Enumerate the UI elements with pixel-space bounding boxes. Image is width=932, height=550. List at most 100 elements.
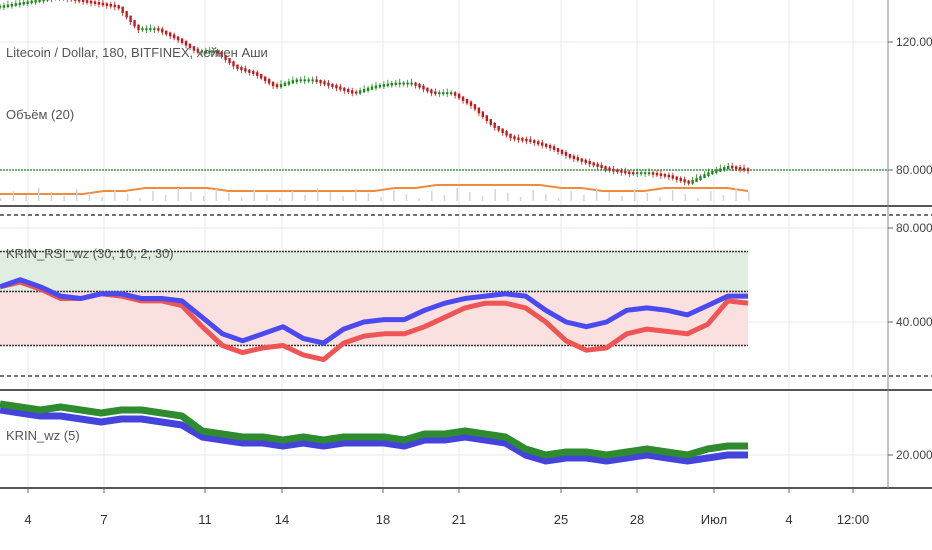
candle-body-11 [42, 0, 45, 2]
candle-body-159 [628, 171, 631, 175]
candle-body-136 [537, 141, 540, 145]
candle-body-123 [485, 115, 488, 121]
candle-body-6 [22, 1, 25, 5]
volume-bar-38 [481, 196, 484, 201]
candle-body-164 [647, 172, 651, 175]
volume-bar-43 [545, 194, 547, 201]
volume-bar-30 [380, 197, 382, 201]
candle-body-92 [362, 89, 366, 93]
volume-bar-56 [709, 191, 712, 201]
candle-body-183 [723, 167, 726, 171]
volume-bar-17 [215, 189, 218, 201]
candle-body-48 [188, 43, 192, 49]
candle-body-154 [608, 167, 611, 171]
candle-body-165 [651, 172, 655, 175]
candle-body-110 [434, 91, 437, 95]
candle-body-118 [465, 98, 469, 104]
volume-bar-24 [304, 195, 306, 201]
volume-bar-49 [621, 196, 623, 201]
candle-body-81 [319, 79, 322, 84]
volume-bar-45 [570, 191, 573, 201]
volume-bar-50 [633, 189, 636, 201]
volume-bar-40 [507, 193, 509, 201]
rsi-title: KRIN_RSI_wz (30, 10, 2, 30) [6, 246, 174, 261]
rsi-pane[interactable] [0, 214, 932, 377]
main-axis-label-1: 80.000 [896, 163, 932, 177]
candle-body-146 [576, 157, 580, 161]
volume-bar-11 [139, 198, 141, 201]
candle-body-90 [354, 91, 358, 94]
candle-body-67 [263, 76, 267, 81]
volume-bar-29 [367, 193, 370, 201]
candle-body-141 [556, 148, 560, 152]
time-label-6: 25 [554, 512, 568, 527]
candle-body-64 [252, 70, 255, 75]
volume-bar-44 [557, 198, 560, 201]
candle-body-167 [659, 173, 663, 177]
price-axis[interactable]: 120.000 80.000 80.0000 40.0000 20.0000 [888, 35, 932, 462]
candle-body-182 [719, 168, 722, 172]
candle-body-156 [616, 169, 619, 173]
candle-body-0 [0, 5, 2, 8]
candle-body-143 [564, 151, 568, 156]
candle-body-79 [311, 79, 314, 82]
candle-body-140 [552, 146, 556, 150]
candle-body-32 [125, 11, 128, 18]
candle-body-62 [244, 68, 247, 72]
candle-body-173 [683, 179, 686, 183]
time-label-9: 4 [785, 512, 792, 527]
candle-body-111 [438, 92, 441, 95]
time-label-0: 4 [24, 512, 31, 527]
candle-body-60 [236, 64, 239, 69]
volume-bar-26 [329, 192, 332, 201]
volume-bar-19 [240, 197, 243, 201]
main-axis-label-0: 120.000 [896, 35, 932, 49]
candle-body-188 [742, 167, 746, 171]
candle-body-135 [533, 140, 536, 144]
candle-body-38 [149, 28, 152, 31]
candle-body-59 [232, 61, 235, 67]
main-title: Litecoin / Dollar, 180, BITFINEX, хейкен… [6, 45, 268, 60]
volume-bar-46 [583, 195, 585, 201]
candle-body-44 [172, 34, 176, 39]
candle-body-4 [14, 3, 18, 6]
price-pane[interactable] [0, 0, 888, 201]
candle-body-119 [469, 101, 473, 107]
candle-body-139 [548, 145, 552, 149]
candle-body-26 [101, 2, 105, 6]
candle-body-102 [402, 82, 405, 85]
candle-body-25 [97, 2, 101, 5]
candle-body-170 [671, 175, 675, 179]
candle-body-45 [176, 36, 180, 41]
candle-body-75 [295, 79, 299, 83]
candle-body-5 [18, 2, 21, 6]
candle-body-12 [46, 0, 49, 1]
candle-body-163 [643, 172, 647, 175]
candle-body-28 [109, 4, 113, 7]
candle-body-175 [691, 180, 694, 184]
wz-pane[interactable] [0, 400, 748, 465]
candle-body-126 [497, 125, 500, 131]
candle-body-34 [133, 20, 136, 27]
candle-body-78 [307, 79, 310, 82]
candle-body-54 [212, 50, 215, 53]
candle-body-33 [129, 15, 132, 22]
candle-body-142 [560, 150, 564, 154]
volume-ma-line [0, 184, 749, 195]
volume-bar-12 [152, 191, 154, 201]
candle-body-103 [406, 82, 409, 85]
candle-body-100 [394, 82, 397, 85]
candle-body-153 [604, 166, 607, 170]
volume-bar-37 [469, 192, 471, 201]
candle-body-83 [327, 82, 330, 86]
candle-body-31 [121, 6, 124, 13]
candle-body-55 [216, 50, 219, 54]
volume-bar-1 [12, 191, 15, 201]
candle-body-29 [113, 4, 116, 8]
time-axis[interactable]: 4 7 11 14 18 21 25 28 Июл 4 12:00 [24, 488, 869, 527]
candle-body-22 [85, 0, 89, 3]
volume-bar-10 [126, 194, 129, 201]
volume-bar-0 [0, 198, 2, 201]
volume-bar-41 [519, 197, 522, 201]
